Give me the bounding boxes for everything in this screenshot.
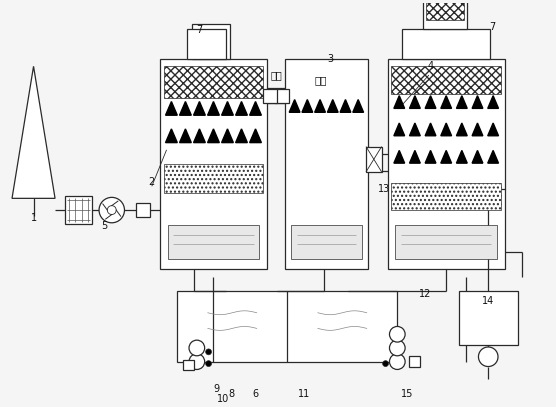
Polygon shape xyxy=(193,101,205,115)
Circle shape xyxy=(479,347,498,367)
Polygon shape xyxy=(488,123,499,136)
Text: 13: 13 xyxy=(378,184,390,194)
Bar xyxy=(167,225,260,259)
Circle shape xyxy=(189,354,205,370)
Text: 10: 10 xyxy=(217,394,230,404)
Circle shape xyxy=(389,340,405,356)
Text: 11: 11 xyxy=(298,389,311,399)
Polygon shape xyxy=(236,129,247,142)
Polygon shape xyxy=(472,151,483,163)
Bar xyxy=(163,66,264,98)
Bar xyxy=(264,89,277,103)
Polygon shape xyxy=(289,100,300,112)
Text: 5: 5 xyxy=(101,221,107,231)
Polygon shape xyxy=(207,101,219,115)
Bar xyxy=(391,183,501,210)
Polygon shape xyxy=(166,101,177,115)
Circle shape xyxy=(206,349,211,355)
Text: 6: 6 xyxy=(252,389,259,399)
Bar xyxy=(275,89,289,103)
Circle shape xyxy=(206,361,211,367)
Text: 7: 7 xyxy=(197,25,203,35)
Polygon shape xyxy=(488,96,499,108)
Polygon shape xyxy=(425,123,436,136)
Bar xyxy=(183,360,194,370)
Polygon shape xyxy=(222,129,234,142)
Polygon shape xyxy=(193,129,205,142)
Polygon shape xyxy=(410,123,420,136)
Circle shape xyxy=(383,361,389,367)
Text: 4: 4 xyxy=(428,61,434,71)
Polygon shape xyxy=(222,101,234,115)
Bar xyxy=(395,225,497,259)
Polygon shape xyxy=(315,100,325,112)
Circle shape xyxy=(99,197,125,223)
Circle shape xyxy=(189,340,205,356)
Polygon shape xyxy=(410,151,420,163)
Polygon shape xyxy=(302,100,312,112)
Bar xyxy=(65,197,92,224)
Text: 烟气: 烟气 xyxy=(270,70,282,80)
Text: 3: 3 xyxy=(327,55,334,64)
Polygon shape xyxy=(180,129,191,142)
Bar xyxy=(136,203,150,217)
Polygon shape xyxy=(394,151,405,163)
Polygon shape xyxy=(456,123,467,136)
Polygon shape xyxy=(488,151,499,163)
Text: 烟气: 烟气 xyxy=(315,75,327,85)
Text: 7: 7 xyxy=(489,22,495,32)
Polygon shape xyxy=(425,96,436,108)
Text: 12: 12 xyxy=(419,289,431,299)
Polygon shape xyxy=(394,123,405,136)
Polygon shape xyxy=(340,100,351,112)
Polygon shape xyxy=(180,101,191,115)
Bar xyxy=(366,147,381,172)
Bar xyxy=(423,0,467,29)
Text: 15: 15 xyxy=(401,389,413,399)
Bar xyxy=(285,59,368,269)
Polygon shape xyxy=(425,151,436,163)
Bar xyxy=(187,29,226,59)
Polygon shape xyxy=(472,96,483,108)
Polygon shape xyxy=(12,66,55,198)
Polygon shape xyxy=(327,100,338,112)
Polygon shape xyxy=(441,123,451,136)
Polygon shape xyxy=(166,129,177,142)
Bar xyxy=(459,291,518,345)
Polygon shape xyxy=(250,129,261,142)
Text: 1: 1 xyxy=(31,213,37,223)
Polygon shape xyxy=(410,96,420,108)
Polygon shape xyxy=(236,101,247,115)
Circle shape xyxy=(389,354,405,370)
Polygon shape xyxy=(441,151,451,163)
Polygon shape xyxy=(250,101,261,115)
Bar xyxy=(388,59,505,269)
Polygon shape xyxy=(472,123,483,136)
Circle shape xyxy=(107,206,116,214)
Text: 14: 14 xyxy=(482,296,494,306)
Bar xyxy=(160,59,267,269)
Circle shape xyxy=(389,326,405,342)
Bar xyxy=(426,0,464,20)
Bar xyxy=(291,225,362,259)
Bar xyxy=(192,24,230,59)
Polygon shape xyxy=(207,129,219,142)
Bar xyxy=(402,29,490,59)
Polygon shape xyxy=(441,96,451,108)
Polygon shape xyxy=(456,151,467,163)
Bar xyxy=(391,66,501,94)
Bar xyxy=(409,356,420,367)
Polygon shape xyxy=(394,96,405,108)
Polygon shape xyxy=(353,100,364,112)
Bar xyxy=(177,291,398,362)
Bar xyxy=(163,164,264,193)
Text: 2: 2 xyxy=(148,177,154,187)
Text: 9: 9 xyxy=(214,384,220,394)
Polygon shape xyxy=(456,96,467,108)
Text: 8: 8 xyxy=(228,389,234,399)
